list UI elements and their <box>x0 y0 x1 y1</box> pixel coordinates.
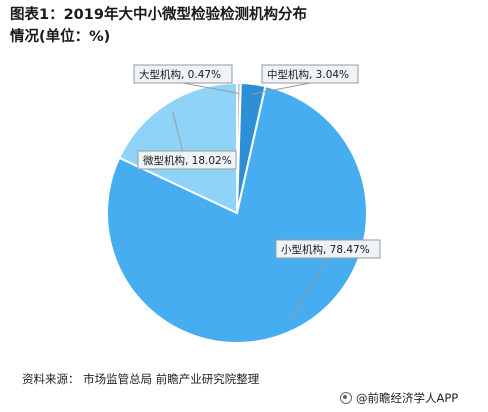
leader-line-2 <box>251 82 311 95</box>
chart-title: 图表1：2019年大中小微型检验检测机构分布情况(单位：%) <box>10 7 307 45</box>
pie-slice-3 <box>106 84 368 344</box>
brand-watermark: @前瞻经济学人APP <box>340 390 458 406</box>
data-label-box-4 <box>137 150 237 170</box>
source-note: 资料来源： 市场监管总局 前瞻产业研究院整理 <box>22 372 260 386</box>
data-label-4: 微型机构, 18.02% <box>143 154 232 167</box>
data-label-2: 中型机构, 3.04% <box>267 68 349 81</box>
brand-text: @前瞻经济学人APP <box>356 391 459 405</box>
data-label-box-1 <box>133 64 233 84</box>
data-label-3: 小型机构, 78.47% <box>281 243 370 256</box>
data-label-box-2 <box>261 64 359 84</box>
leader-line-3 <box>289 257 329 321</box>
pie-slice-4 <box>117 81 238 215</box>
data-label-1: 大型机构, 0.47% <box>139 68 221 81</box>
data-label-box-3 <box>275 239 381 259</box>
leader-line-1 <box>182 82 239 94</box>
brand-icon <box>340 392 352 404</box>
